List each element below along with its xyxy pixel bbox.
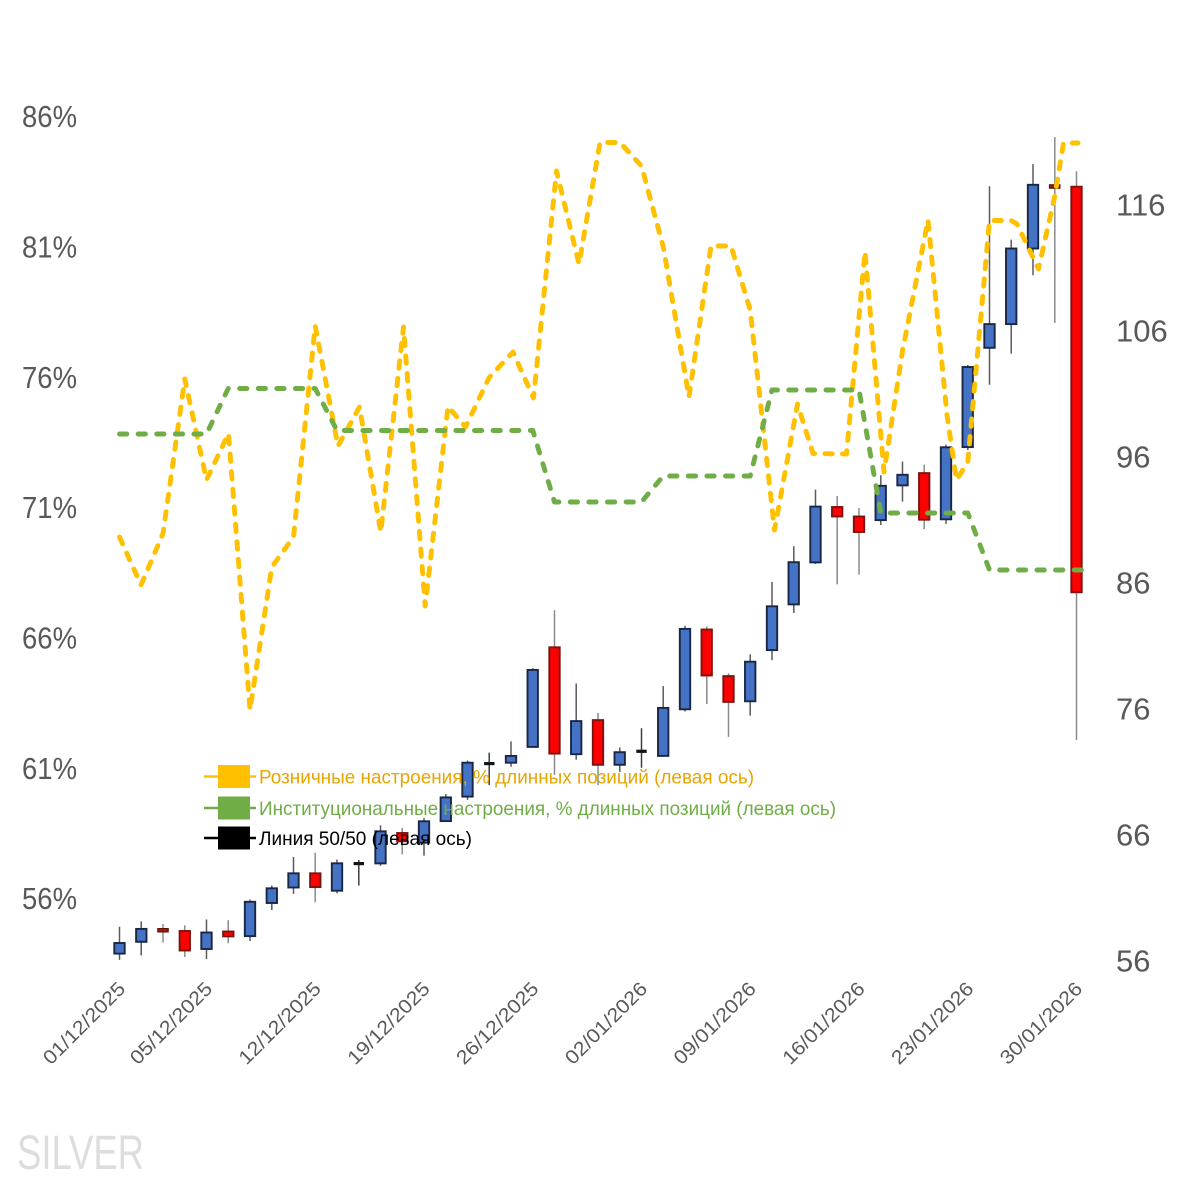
svg-text:76%: 76%	[22, 360, 77, 395]
svg-text:81%: 81%	[22, 229, 77, 264]
svg-text:66%: 66%	[22, 621, 77, 656]
svg-text:71%: 71%	[22, 490, 77, 525]
svg-text:Линия 50/50 (левая ось): Линия 50/50 (левая ось)	[259, 828, 472, 850]
svg-text:106: 106	[1116, 313, 1168, 348]
svg-text:61%: 61%	[22, 751, 77, 786]
svg-text:Розничные настроения, % длинны: Розничные настроения, % длинных позиций …	[259, 767, 754, 789]
svg-text:96: 96	[1116, 439, 1150, 474]
svg-text:86%: 86%	[22, 99, 77, 134]
svg-text:SILVER: SILVER	[17, 1127, 144, 1180]
svg-text:56%: 56%	[22, 881, 77, 916]
svg-text:116: 116	[1116, 187, 1165, 222]
svg-text:56: 56	[1116, 944, 1150, 979]
svg-text:Институциональные настроения,: Институциональные настроения, % длинных …	[259, 798, 836, 820]
svg-text:76: 76	[1116, 692, 1150, 727]
svg-text:86: 86	[1116, 566, 1150, 601]
svg-text:66: 66	[1116, 818, 1150, 853]
